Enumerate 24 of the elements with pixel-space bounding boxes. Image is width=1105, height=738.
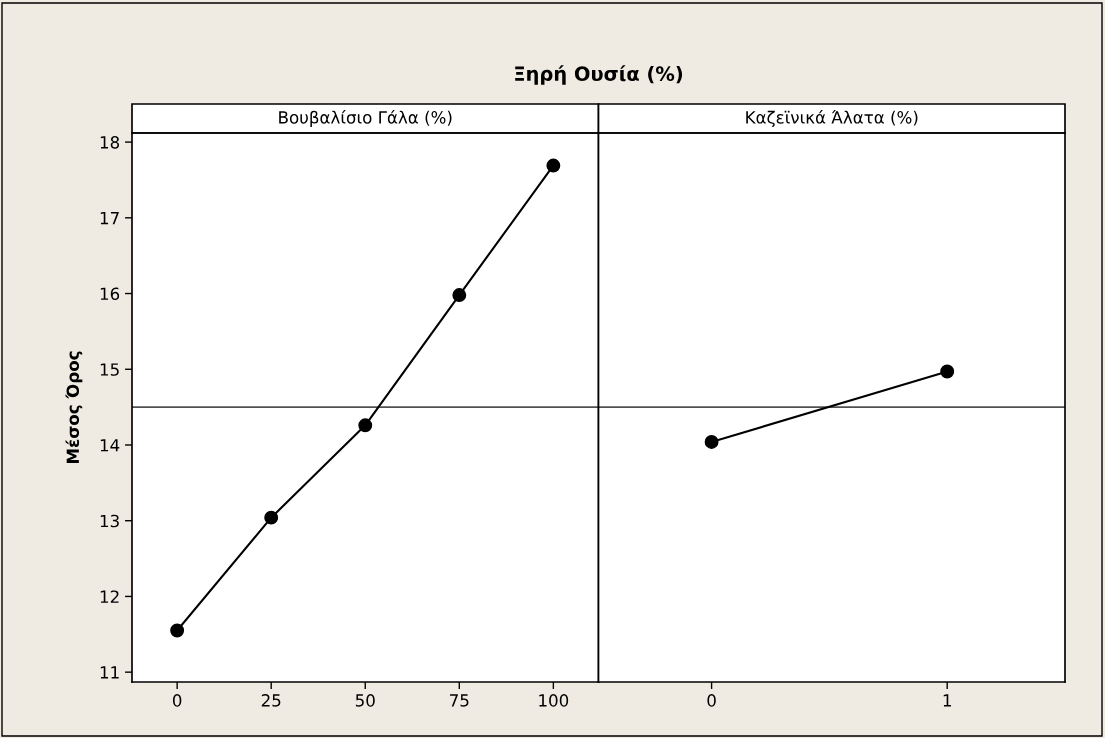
y-tick-label: 16: [100, 287, 120, 301]
chart-subtitle: Καζεϊνικά Άλατα (%): [746, 110, 918, 127]
point: [452, 288, 467, 302]
x-tick-label: 100: [539, 694, 569, 707]
y-tick-label: 14: [100, 439, 120, 452]
y-tick-label: 18: [100, 136, 120, 149]
x-tick-label: 50: [355, 694, 375, 707]
y-tick-label: 15: [100, 363, 119, 376]
point: [264, 510, 279, 525]
x-tick-label: 25: [261, 694, 281, 707]
y-axis-title: Μέσος Όρος: [65, 351, 83, 464]
x-tick-label: 1: [943, 694, 951, 707]
point: [170, 623, 185, 638]
x-tick-label: 0: [707, 694, 716, 707]
y-tick-label: 17: [100, 211, 119, 225]
y-tick-label: 12: [100, 590, 119, 603]
y-tick-label: 13: [100, 514, 119, 528]
x-tick-label: 75: [450, 694, 469, 707]
chart-title: Ξηρή Ουσία (%): [515, 65, 683, 85]
point: [546, 158, 561, 173]
y-tick-label: 11: [100, 666, 119, 679]
x-tick-label: 0: [172, 694, 182, 707]
point: [358, 418, 373, 433]
chart-subtitle: Βουβαλίσιο Γάλα (%): [279, 110, 452, 127]
